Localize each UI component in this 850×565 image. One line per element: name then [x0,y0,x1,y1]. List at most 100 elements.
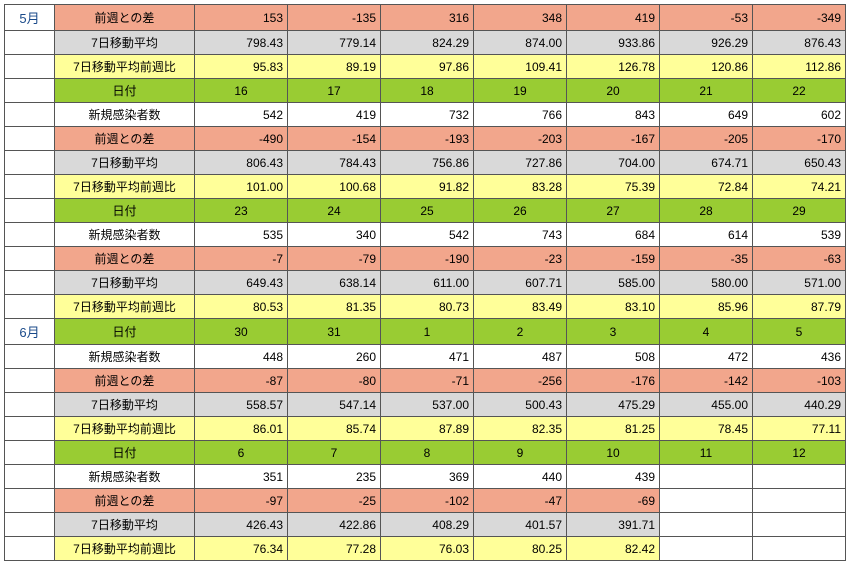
cell: 78.45 [660,417,753,441]
row-label: 7日移動平均 [55,31,195,55]
cell: 18 [381,79,474,103]
table-row: 7日移動平均前週比95.8389.1997.86109.41126.78120.… [5,55,846,79]
cell: 602 [753,103,846,127]
cell: 112.86 [753,55,846,79]
cell: 26 [474,199,567,223]
cell: 10 [567,441,660,465]
row-label: 前週との差 [55,127,195,151]
cell: -167 [567,127,660,151]
cell: 91.82 [381,175,474,199]
cell: 16 [195,79,288,103]
cell: -349 [753,5,846,31]
table-row: 7日移動平均426.43422.86408.29401.57391.71 [5,513,846,537]
cell: 475.29 [567,393,660,417]
cell: 19 [474,79,567,103]
cell: 649.43 [195,271,288,295]
cell: 684 [567,223,660,247]
cell: 843 [567,103,660,127]
month-cell [5,247,55,271]
cell [753,537,846,561]
month-cell [5,175,55,199]
cell: 439 [567,465,660,489]
cell: 83.10 [567,295,660,319]
cell: 419 [288,103,381,127]
cell: 316 [381,5,474,31]
cell: -69 [567,489,660,513]
cell: -80 [288,369,381,393]
month-cell [5,103,55,127]
cell [753,513,846,537]
row-label: 7日移動平均前週比 [55,295,195,319]
cell: 798.43 [195,31,288,55]
cell: 369 [381,465,474,489]
row-label: 日付 [55,79,195,103]
cell: 82.42 [567,537,660,561]
cell: -154 [288,127,381,151]
cell: 12 [753,441,846,465]
row-label: 新規感染者数 [55,223,195,247]
table-row: 新規感染者数351235369440439 [5,465,846,489]
cell: -7 [195,247,288,271]
row-label: 前週との差 [55,369,195,393]
cell: 27 [567,199,660,223]
cell: 650.43 [753,151,846,175]
table-row: 7日移動平均798.43779.14824.29874.00933.86926.… [5,31,846,55]
month-cell [5,223,55,247]
cell [753,489,846,513]
cell: 6 [195,441,288,465]
cell: 109.41 [474,55,567,79]
cell: 419 [567,5,660,31]
cell: 436 [753,345,846,369]
cell: 76.34 [195,537,288,561]
cell: 8 [381,441,474,465]
cell: 83.28 [474,175,567,199]
cell: -97 [195,489,288,513]
cell: 76.03 [381,537,474,561]
month-cell [5,369,55,393]
cell: -63 [753,247,846,271]
row-label: 前週との差 [55,489,195,513]
row-label: 7日移動平均前週比 [55,175,195,199]
cell: 874.00 [474,31,567,55]
cell: 440.29 [753,393,846,417]
cell: 20 [567,79,660,103]
table-row: 7日移動平均前週比76.3477.2876.0380.2582.42 [5,537,846,561]
table-row: 7日移動平均806.43784.43756.86727.86704.00674.… [5,151,846,175]
cell: 153 [195,5,288,31]
cell: 611.00 [381,271,474,295]
table-row: 日付23242526272829 [5,199,846,223]
cell: 1 [381,319,474,345]
cell: -103 [753,369,846,393]
cell: 24 [288,199,381,223]
cell: -79 [288,247,381,271]
month-cell [5,271,55,295]
cell: 80.73 [381,295,474,319]
cell: 933.86 [567,31,660,55]
cell: 7 [288,441,381,465]
cell: -490 [195,127,288,151]
cell: 426.43 [195,513,288,537]
cell: 83.49 [474,295,567,319]
cell: 806.43 [195,151,288,175]
cell: 77.11 [753,417,846,441]
cell: 756.86 [381,151,474,175]
cell: 28 [660,199,753,223]
cell: 101.00 [195,175,288,199]
cell: 30 [195,319,288,345]
cell: 77.28 [288,537,381,561]
row-label: 新規感染者数 [55,465,195,489]
cell: 25 [381,199,474,223]
cell: 535 [195,223,288,247]
cell: -159 [567,247,660,271]
cell: 440 [474,465,567,489]
cell: 2 [474,319,567,345]
cell: 11 [660,441,753,465]
cell [660,513,753,537]
table-row: 前週との差-7-79-190-23-159-35-63 [5,247,846,271]
data-table: 5月前週との差153-135316348419-53-3497日移動平均798.… [4,4,846,561]
cell: -176 [567,369,660,393]
cell: -35 [660,247,753,271]
month-cell [5,489,55,513]
cell: 876.43 [753,31,846,55]
cell: 391.71 [567,513,660,537]
